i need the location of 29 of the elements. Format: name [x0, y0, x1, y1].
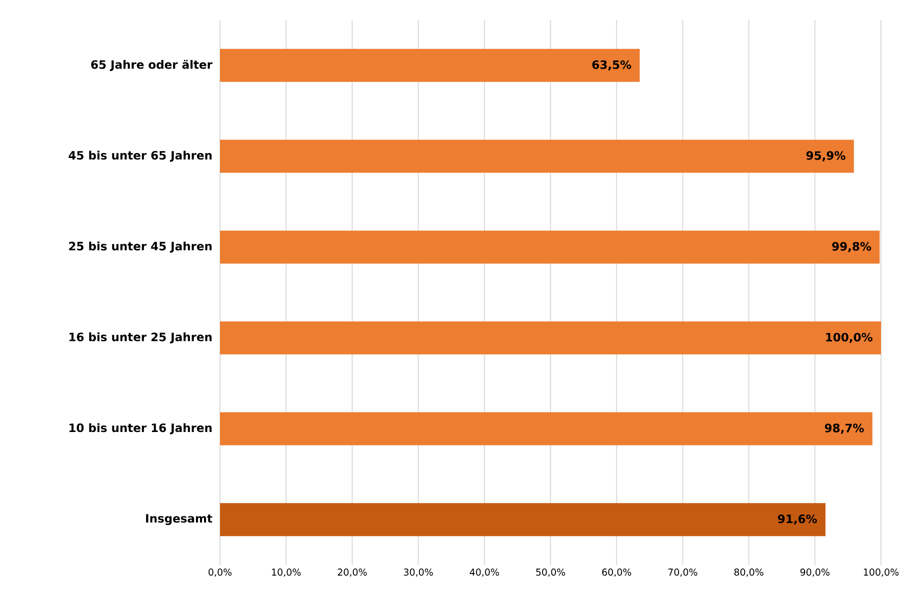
bar — [220, 503, 826, 536]
data-label: 63,5% — [592, 60, 632, 70]
y-tick-label: 45 bis unter 65 Jahren — [68, 150, 212, 162]
x-tick-label: 90,0% — [800, 568, 830, 577]
data-label: 100,0% — [826, 332, 872, 343]
data-label: 95,9% — [806, 151, 846, 162]
y-tick-label: 16 bis unter 25 Jahren — [70, 332, 212, 344]
data-label: 91,6% — [778, 514, 817, 525]
x-tick-label: 80,0% — [734, 568, 764, 577]
data-label: 98,7% — [824, 424, 864, 434]
x-tick-label: 40,0% — [470, 568, 499, 577]
x-tick-label: 20,0% — [338, 568, 367, 577]
x-tick-label: 10,0% — [272, 568, 301, 577]
bar — [220, 230, 880, 264]
bar — [220, 412, 872, 446]
x-tick-label: 100,0% — [864, 568, 899, 577]
x-tick-label: 60,0% — [602, 568, 632, 577]
bar — [220, 321, 881, 354]
x-tick-label: 30,0% — [404, 568, 433, 577]
x-tick-label: 0,0% — [208, 568, 232, 577]
y-tick-label: 25 bis unter 45 Jahren — [69, 242, 212, 253]
data-label: 99,8% — [832, 242, 872, 252]
x-tick-label: 70,0% — [668, 568, 698, 577]
y-tick-label: Insgesamt — [146, 514, 212, 526]
y-tick-label: 65 Jahre oder älter — [91, 60, 212, 72]
bar — [220, 48, 640, 82]
bar — [220, 140, 854, 173]
x-tick-label: 50,0% — [536, 568, 566, 577]
y-tick-label: 10 bis unter 16 Jahren — [70, 423, 212, 434]
